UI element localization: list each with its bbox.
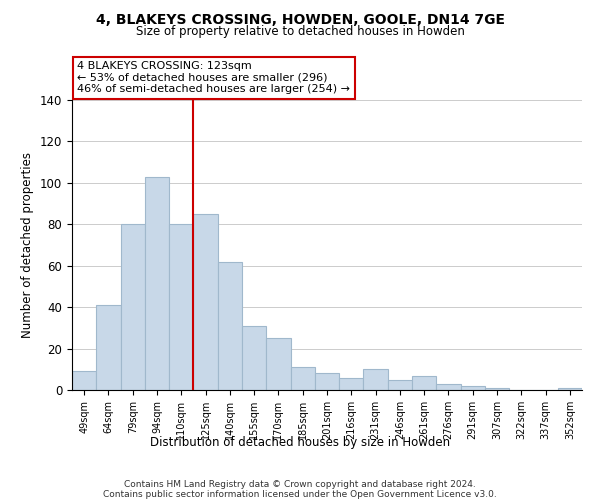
Bar — [485, 388, 509, 390]
Bar — [266, 338, 290, 390]
Text: 4 BLAKEYS CROSSING: 123sqm
← 53% of detached houses are smaller (296)
46% of sem: 4 BLAKEYS CROSSING: 123sqm ← 53% of deta… — [77, 61, 350, 94]
Bar — [290, 367, 315, 390]
Bar — [558, 388, 582, 390]
Bar — [218, 262, 242, 390]
Text: 4, BLAKEYS CROSSING, HOWDEN, GOOLE, DN14 7GE: 4, BLAKEYS CROSSING, HOWDEN, GOOLE, DN14… — [95, 12, 505, 26]
Bar — [96, 305, 121, 390]
Bar — [388, 380, 412, 390]
Bar — [364, 370, 388, 390]
Bar — [412, 376, 436, 390]
Bar — [242, 326, 266, 390]
Bar — [169, 224, 193, 390]
Bar — [315, 374, 339, 390]
Y-axis label: Number of detached properties: Number of detached properties — [22, 152, 34, 338]
Bar — [339, 378, 364, 390]
Text: Size of property relative to detached houses in Howden: Size of property relative to detached ho… — [136, 25, 464, 38]
Bar — [436, 384, 461, 390]
Bar — [461, 386, 485, 390]
Text: Contains HM Land Registry data © Crown copyright and database right 2024.: Contains HM Land Registry data © Crown c… — [124, 480, 476, 489]
Bar — [72, 372, 96, 390]
Bar — [193, 214, 218, 390]
Bar — [145, 176, 169, 390]
Bar — [121, 224, 145, 390]
Text: Distribution of detached houses by size in Howden: Distribution of detached houses by size … — [150, 436, 450, 449]
Text: Contains public sector information licensed under the Open Government Licence v3: Contains public sector information licen… — [103, 490, 497, 499]
